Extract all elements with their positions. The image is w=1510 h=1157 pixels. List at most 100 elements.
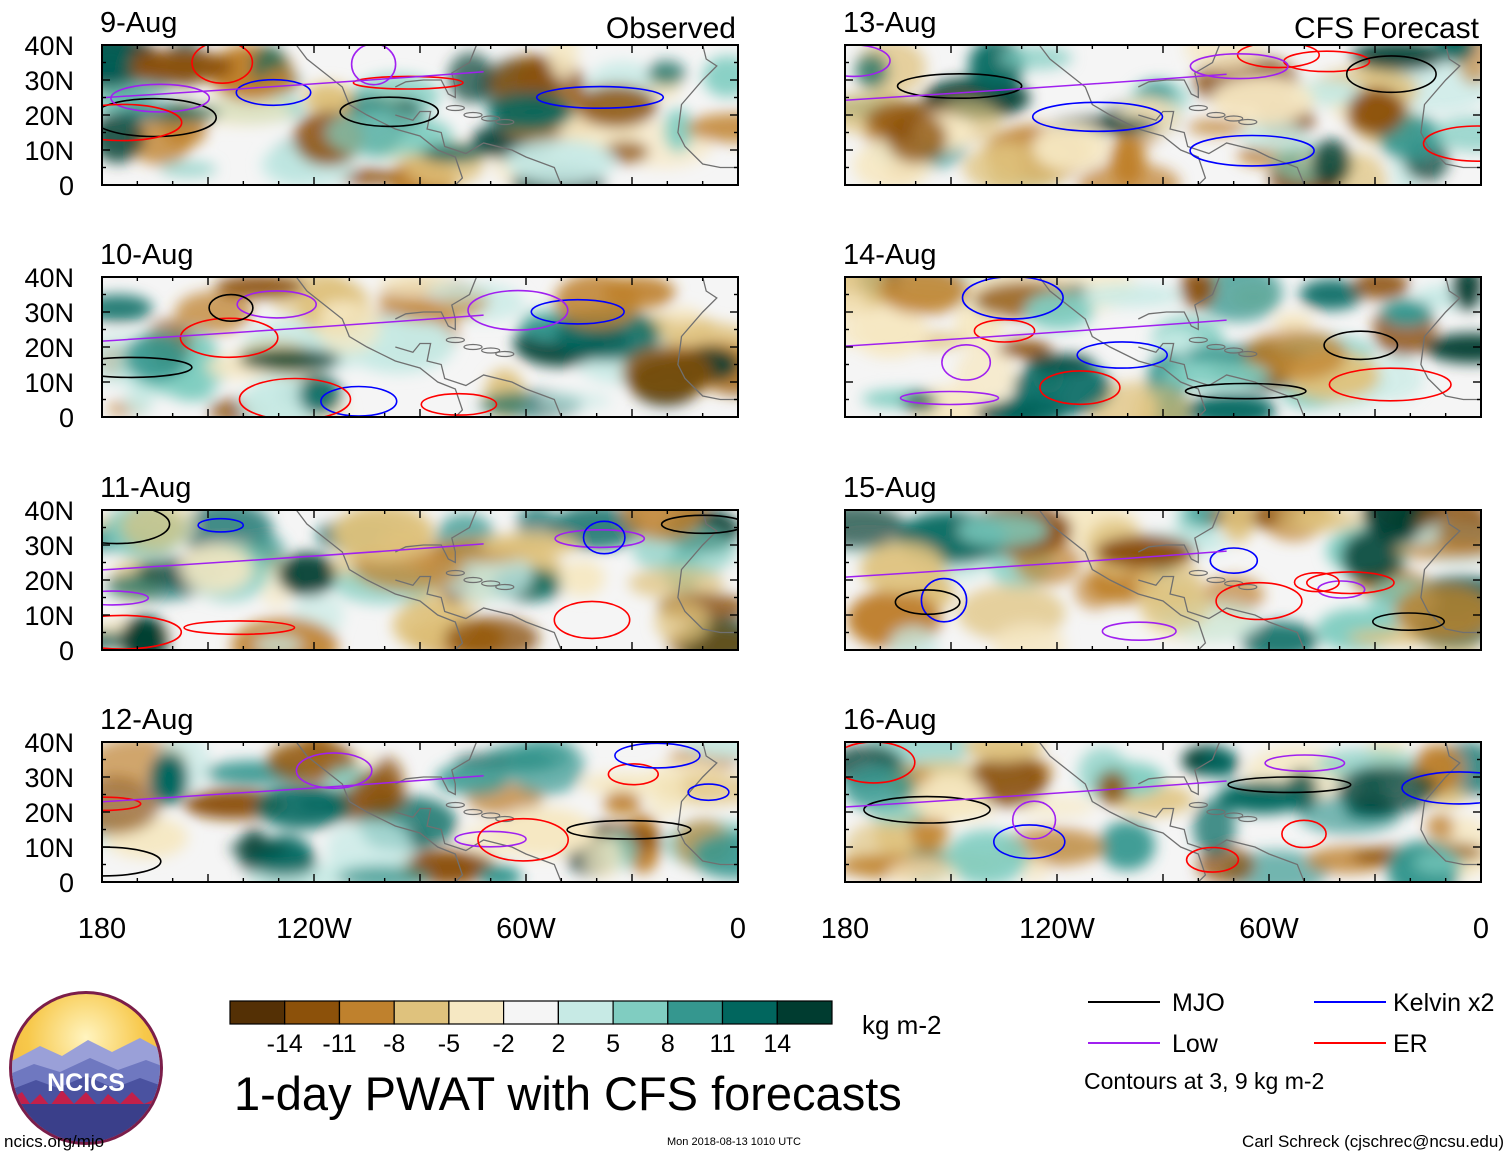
anomaly-blob [1274,510,1364,533]
ncics-logo: NCICS [9,991,163,1145]
anomaly-blob [686,113,738,143]
colorbar-swatch [776,1000,833,1025]
anomaly-blob [1393,584,1481,641]
coastline [295,742,738,882]
lat-tick-label: 30N [24,298,74,328]
anomaly-blob [505,139,616,184]
lat-tick-label: 20N [24,566,74,596]
coastline [1038,510,1481,650]
lat-tick-label: 0 [59,636,74,666]
lat-tick-label: 0 [59,868,74,898]
lon-tick-label: 180 [821,913,869,945]
anomaly-blob [1381,299,1433,326]
anomaly-blob [303,82,353,113]
map-panel: 40N 30N 20N 10N 0 12-Aug [24,704,739,898]
anomaly-blob [547,45,579,80]
lon-tick-label: 0 [1473,913,1489,945]
anomaly-blob [558,560,606,597]
anomaly-blob [1135,385,1189,417]
anomaly-blob [1391,543,1481,560]
anomaly-blob [964,742,1044,762]
anomaly-blob [1450,277,1481,311]
colorbar-label: 8 [661,1030,675,1058]
colorbar-swatch [393,1000,450,1025]
anomaly-blob [1299,278,1364,311]
lat-tick-label: 20N [24,798,74,828]
colorbar-label: -8 [383,1030,405,1058]
legend-label-kelvin: Kelvin x2 [1393,989,1494,1017]
anomaly-blob [119,615,169,650]
anomaly-blob [448,52,494,103]
anomaly-blob [1096,770,1129,806]
panel-date-label: 14-Aug [843,239,937,271]
anomaly-blob [443,616,540,650]
anomaly-blob [425,282,498,301]
anomaly-blob [1026,353,1095,371]
anomaly-blob [488,92,574,132]
wave-contours [845,742,1481,873]
lon-tick-label: 60W [1239,913,1299,945]
colorbar-swatch [338,1000,395,1025]
anomaly-blob [666,306,701,324]
lon-tick-label: 60W [496,913,556,945]
panel-date-label: 16-Aug [843,704,937,736]
colorbar-swatch [503,1000,559,1025]
map-panel: 40N 30N 20N 10N 0 10-Aug [24,239,739,433]
anomaly-blob [1182,345,1255,366]
anomaly-blob [254,635,302,650]
anomaly-blob [992,623,1066,650]
legend: MJO Kelvin x2 Low ER Contours at 3, 9 kg… [1084,989,1494,1094]
coastline [1038,742,1481,882]
anomaly-blob [886,112,948,164]
anomaly-blob [1201,748,1240,778]
anomaly-blob [1180,277,1216,309]
lat-tick-label: 30N [24,66,74,96]
anomaly-blob [902,391,938,414]
anomaly-blob [995,340,1052,358]
anomaly-blob [539,392,612,410]
map-panel: 40N 30N 20N 10N 0 11-Aug [24,472,739,666]
footer-credit: Carl Schreck (cjschrec@ncsu.edu) [1242,1132,1504,1151]
anomaly-blob [845,510,906,550]
wave-contours [845,277,1452,406]
lon-tick-label: 120W [1019,913,1095,945]
colorbar-label: 11 [710,1030,736,1058]
panel-date-label: 15-Aug [843,472,937,504]
coastline [1038,45,1481,185]
anomaly-blob [603,791,641,815]
anomaly-blob [333,510,434,561]
anomaly-blob [336,865,432,882]
lat-tick-label: 30N [24,531,74,561]
anomaly-blob [584,834,622,880]
colorbar-swatch [721,1000,778,1025]
anomaly-blob [298,374,342,416]
legend-label-low: Low [1172,1030,1219,1058]
anomaly-blob [845,765,916,812]
map-panel: 40N 30N 20N 10N 0 9-Aug [24,7,739,201]
anomaly-blob [123,333,188,382]
anomaly-blob [251,852,317,877]
anomaly-blob [1413,851,1464,874]
anomaly-blob [181,545,252,593]
anomaly-blob [682,742,738,759]
pwat-field [102,510,738,650]
anomaly-blob [1273,312,1314,334]
anomaly-blob [621,345,714,401]
lat-tick-label: 40N [24,728,74,758]
colorbar-unit: kg m-2 [862,1010,941,1040]
x-axis-labels: 180 120W 60W 0 180 120W 60W 0 [78,913,1489,945]
anomaly-blob [1341,530,1402,584]
anomaly-blob [998,45,1073,70]
anomaly-blob [691,831,738,880]
anomaly-blob [1221,510,1254,544]
wave-contours [102,45,665,142]
anomaly-blob [878,277,969,315]
anomaly-blob [102,776,161,835]
anomaly-blob [1426,814,1455,840]
panel-date-label: 10-Aug [100,239,194,271]
anomaly-blob [990,396,1065,417]
anomaly-blob [478,865,522,882]
lat-tick-label: 10N [24,601,74,631]
anomaly-blob [188,96,294,126]
